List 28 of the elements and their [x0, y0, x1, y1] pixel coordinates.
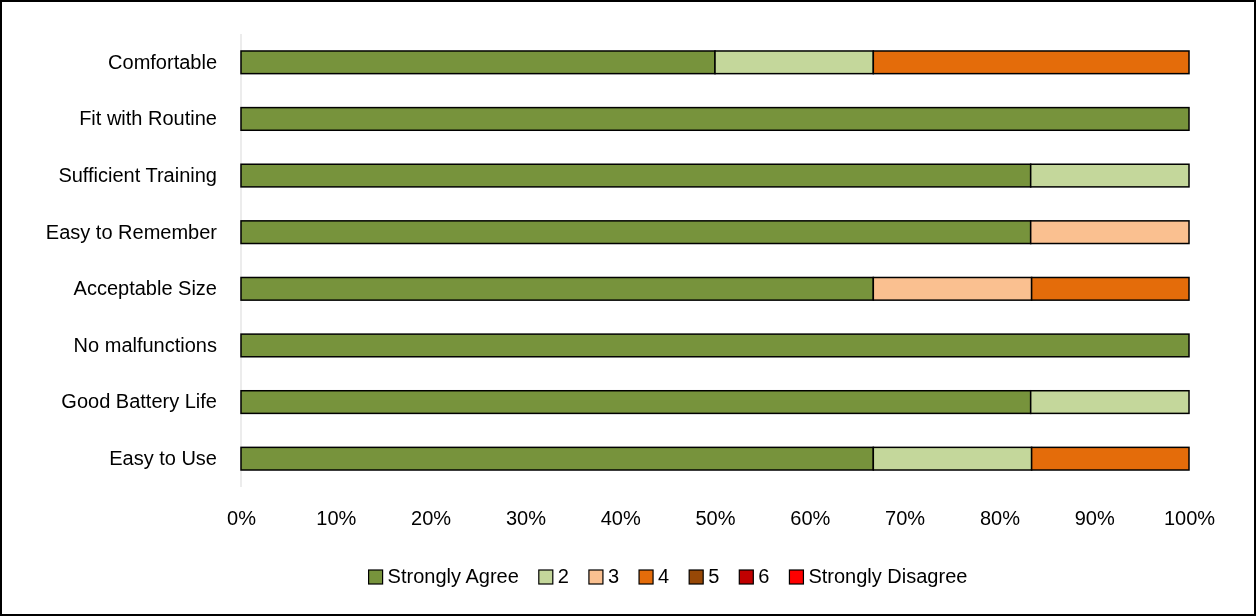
x-tick-label: 10% [316, 507, 357, 530]
legend-label: 5 [708, 565, 720, 587]
y-tick-label: No malfunctions [73, 333, 217, 356]
x-tick-label: 30% [505, 507, 547, 530]
bar [240, 106, 1190, 132]
y-tick-label: Acceptable Size [73, 277, 217, 300]
legend-label: 4 [658, 565, 670, 587]
y-tick-label: Comfortable [108, 50, 217, 73]
x-tick-label: 50% [695, 507, 736, 530]
legend-label: 3 [607, 565, 620, 587]
x-tick-label: 40% [600, 507, 641, 530]
y-tick-label: Good Battery Life [61, 390, 217, 413]
x-tick-label: 20% [411, 507, 452, 530]
y-tick-label: Easy to Use [109, 447, 217, 470]
x-tick-label: 90% [1074, 507, 1115, 530]
legend-label: Strongly Agree [387, 565, 519, 587]
y-tick-label: Fit with Routine [79, 107, 217, 130]
y-tick-label: Easy to Remember [45, 220, 218, 243]
legend-label: 2 [557, 565, 569, 587]
x-tick-label: 70% [885, 507, 926, 530]
x-tick-label: 0% [227, 507, 257, 530]
bar [240, 333, 1190, 358]
legend-label: Strongly Disagree [808, 565, 968, 587]
y-tick-label: Sufficient Training [58, 163, 217, 186]
x-tick-label: 80% [979, 507, 1021, 530]
x-tick-label: 100% [1163, 507, 1216, 530]
x-tick-label: 60% [790, 507, 831, 530]
legend-label: 6 [758, 565, 770, 587]
